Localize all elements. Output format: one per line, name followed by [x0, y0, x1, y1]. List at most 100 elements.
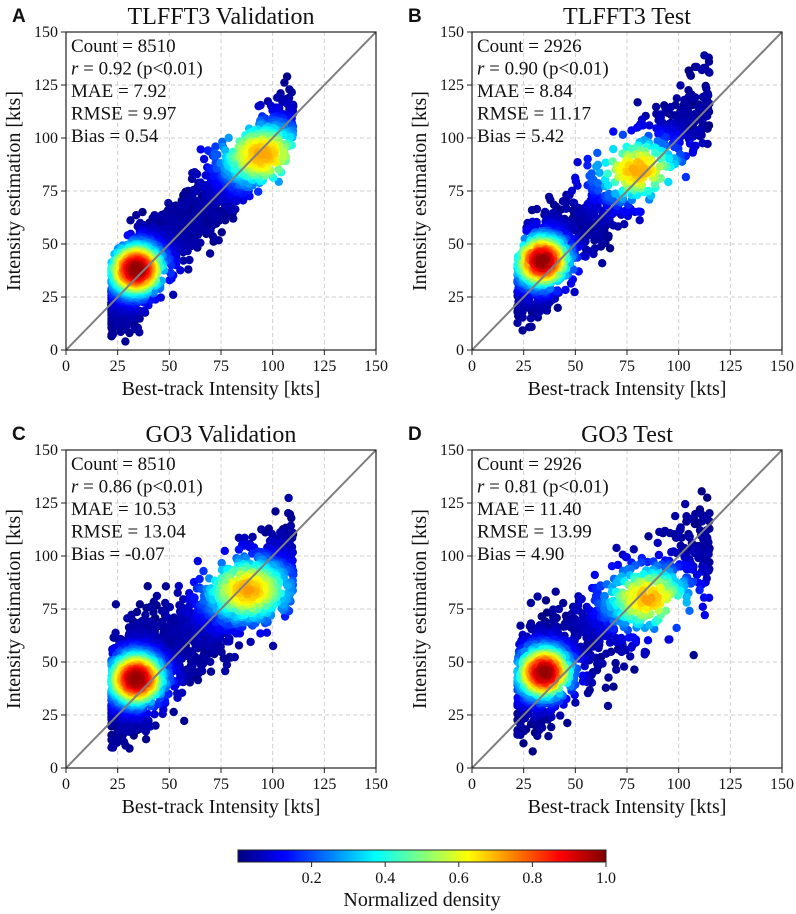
- data-point: [206, 667, 216, 676]
- data-point: [681, 172, 691, 182]
- data-point: [217, 648, 226, 657]
- x-tick-label: 125: [718, 358, 742, 375]
- data-point: [620, 207, 629, 217]
- data-point: [172, 217, 182, 226]
- data-point: [195, 629, 204, 638]
- data-point: [704, 57, 714, 66]
- data-point: [187, 650, 196, 659]
- data-point: [165, 276, 174, 285]
- data-point: [644, 186, 653, 196]
- data-point: [627, 126, 636, 135]
- panel-title: GO3 Validation: [146, 422, 297, 448]
- x-tick-label: 25: [516, 358, 532, 375]
- data-point: [246, 637, 255, 647]
- data-point: [184, 265, 193, 274]
- data-point: [285, 85, 294, 94]
- data-point: [192, 187, 201, 196]
- x-tick-label: 100: [667, 358, 691, 375]
- data-point: [257, 525, 266, 534]
- data-point: [170, 625, 180, 634]
- data-point: [108, 330, 118, 339]
- data-point: [592, 162, 601, 171]
- data-point: [132, 211, 141, 220]
- stat-rmse: RMSE = 11.17: [477, 104, 591, 125]
- x-tick-label: 50: [161, 358, 177, 375]
- data-point: [598, 259, 607, 268]
- data-point: [544, 192, 554, 202]
- data-point: [628, 164, 637, 173]
- data-point: [209, 234, 219, 243]
- stat-rmse: RMSE = 9.97: [71, 104, 176, 125]
- data-point: [254, 102, 263, 111]
- data-point: [284, 509, 293, 518]
- stat-r-symbol: r: [477, 59, 485, 80]
- x-axis-label: Best-track Intensity [kts]: [528, 378, 727, 400]
- data-point: [121, 337, 130, 346]
- x-tick-label: 75: [619, 358, 635, 375]
- data-point: [611, 189, 620, 198]
- y-axis-label: Intensity estimation [kts]: [409, 91, 431, 291]
- y-tick-label: 25: [42, 289, 58, 306]
- data-point: [583, 161, 592, 170]
- data-point: [201, 652, 210, 662]
- data-point: [278, 152, 288, 161]
- data-point: [666, 102, 675, 112]
- data-point: [160, 611, 170, 620]
- data-point: [561, 285, 570, 295]
- x-tick-label: 125: [312, 358, 336, 375]
- data-point: [513, 318, 522, 328]
- x-tick-label: 25: [110, 358, 126, 375]
- data-point: [130, 263, 140, 272]
- data-point: [107, 743, 117, 752]
- data-point: [169, 290, 178, 299]
- data-point: [697, 65, 707, 75]
- data-point: [645, 121, 654, 130]
- data-point: [579, 217, 588, 226]
- data-point: [195, 574, 204, 584]
- data-point: [705, 68, 714, 77]
- data-point: [573, 158, 582, 167]
- data-point: [169, 707, 178, 717]
- data-point: [635, 216, 644, 225]
- data-point: [549, 200, 559, 209]
- data-point: [285, 526, 294, 535]
- data-point: [603, 181, 613, 190]
- y-tick-label: 150: [34, 24, 58, 41]
- x-tick-label: 0: [62, 358, 70, 375]
- data-point: [633, 98, 642, 107]
- data-point: [164, 198, 173, 208]
- x-tick-label: 150: [770, 358, 794, 375]
- data-point: [138, 207, 147, 217]
- y-tick-label: 0: [456, 342, 464, 359]
- data-point: [637, 169, 647, 178]
- data-point: [569, 198, 579, 208]
- y-tick-label: 50: [448, 236, 464, 253]
- data-point: [254, 187, 263, 196]
- stat-bias: Bias = 0.54: [71, 126, 159, 147]
- data-point: [664, 177, 673, 187]
- data-point: [107, 735, 116, 744]
- data-point: [158, 619, 167, 628]
- data-point: [274, 165, 283, 174]
- data-point: [113, 319, 122, 329]
- data-point: [650, 179, 660, 189]
- y-axis-label: Intensity estimation [kts]: [3, 91, 25, 291]
- data-point: [542, 306, 552, 315]
- y-tick-label: 50: [42, 236, 58, 253]
- data-point: [174, 581, 183, 591]
- data-point: [203, 182, 212, 191]
- data-point: [268, 641, 278, 651]
- data-point: [180, 716, 189, 726]
- data-point: [275, 91, 284, 101]
- data-point: [240, 533, 249, 542]
- data-point: [203, 641, 212, 650]
- data-point: [620, 220, 629, 229]
- data-point: [683, 102, 692, 111]
- data-point: [179, 622, 188, 631]
- data-point: [618, 130, 628, 139]
- data-point: [164, 213, 173, 222]
- data-point: [558, 197, 568, 206]
